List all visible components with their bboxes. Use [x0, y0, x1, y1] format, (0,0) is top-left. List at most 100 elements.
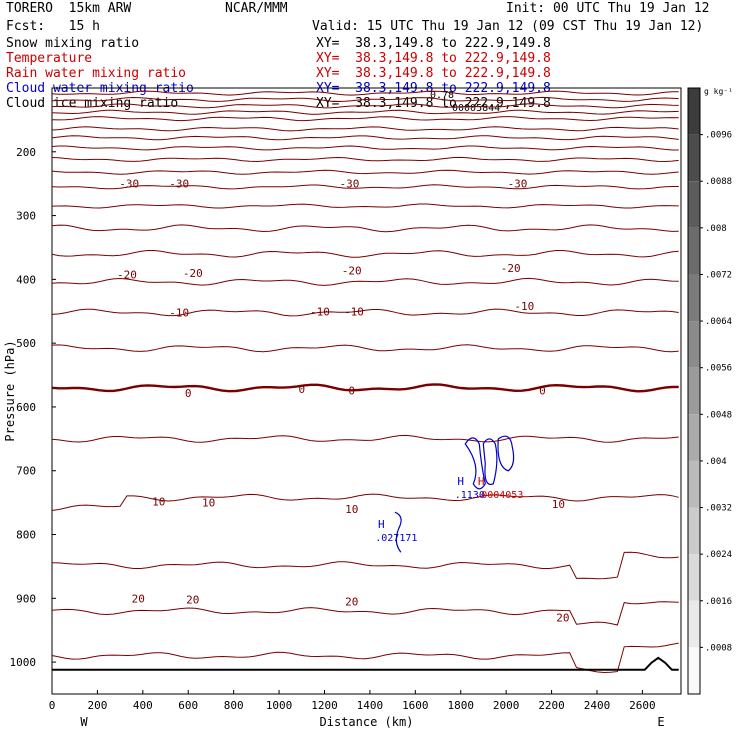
isotherm-label: 10 [552, 498, 565, 511]
field-xy-snow: XY= 38.3,149.8 to 222.9,149.8 [316, 36, 551, 51]
x-tick-label: 0 [49, 699, 56, 712]
valid-time: Valid: 15 UTC Thu 19 Jan 12 (09 CST Thu … [312, 19, 704, 34]
isotherm-label: 10 [202, 497, 215, 510]
field-name-snow: Snow mixing ratio [6, 36, 140, 51]
isotherm-line [51, 135, 679, 141]
isotherm-label: -30 [169, 178, 189, 191]
isotherm-line [51, 116, 679, 122]
x-tick-label: 800 [224, 699, 244, 712]
x-tick-label: 600 [178, 699, 198, 712]
colorbar-segment [688, 414, 700, 461]
colorbar-tick-label: .0072 [705, 270, 732, 280]
colorbar-segment [688, 367, 700, 415]
x-tick-label: 2200 [538, 699, 565, 712]
cloud-water-contour [464, 437, 486, 490]
colorbar-segment [688, 647, 700, 694]
isotherm-label: 0 [185, 387, 192, 400]
colorbar-frame [687, 87, 701, 695]
x-tick-label: 1200 [311, 699, 338, 712]
isotherm-label: -10 [514, 300, 534, 313]
isotherm-label: -10 [310, 305, 330, 318]
colorbar-unit: g kg⁻¹ [704, 87, 733, 96]
x-axis-label: Distance (km) [320, 715, 414, 729]
terrain-line [52, 656, 679, 671]
overlap-label-top: 0.78 [430, 90, 455, 101]
colorbar-tick-label: .0088 [705, 177, 732, 187]
maximum-value: .1130 [455, 490, 485, 501]
colorbar-segment [688, 134, 700, 182]
isotherm-label: 0 [298, 383, 305, 396]
colorbar-segment [688, 507, 700, 555]
x-tick-label: 1800 [447, 699, 474, 712]
colorbar-tick-label: .0056 [705, 364, 732, 374]
forecast-hour: Fcst: 15 h [6, 19, 100, 34]
colorbar-tick-label: .0096 [705, 131, 732, 141]
colorbar-tick-label: .0008 [705, 643, 732, 653]
x-tick-label: 1400 [357, 699, 384, 712]
colorbar-segment [688, 227, 700, 275]
colorbar-segment [688, 600, 700, 648]
colorbar-segment [688, 460, 700, 508]
y-tick-label: 1000 [10, 656, 37, 669]
isotherm-line [51, 90, 679, 96]
model-title: TORERO 15km ARW [6, 1, 132, 16]
init-time: Init: 00 UTC Thu 19 Jan 12 [506, 1, 710, 16]
field-xy-rain: XY= 38.3,149.8 to 222.9,149.8 [316, 66, 551, 81]
isotherm-line [51, 601, 679, 626]
plot-frame [51, 87, 682, 695]
maximum-symbol: H [378, 518, 385, 531]
y-tick-label: 400 [16, 273, 36, 286]
isotherm-label: 0 [348, 384, 355, 397]
isotherm-line [51, 308, 679, 317]
isotherm-line [51, 169, 679, 175]
isotherm-line [51, 434, 679, 443]
colorbar-tick-label: .004 [705, 457, 727, 467]
x-tick-label: 2400 [584, 699, 611, 712]
isotherm-label: -30 [340, 178, 360, 191]
isotherm-label: -20 [117, 268, 137, 281]
isotherm-line [51, 277, 679, 286]
isotherm-line [51, 344, 679, 353]
x-tick-label: 400 [133, 699, 153, 712]
center-title: NCAR/MMM [225, 1, 288, 16]
colorbar-segment [688, 88, 700, 135]
maximum-symbol: H [478, 475, 485, 488]
isotherm-line [51, 493, 679, 511]
west-endpoint-label: W [80, 715, 88, 729]
isotherm-label: -10 [169, 307, 189, 320]
isotherm-label: -20 [183, 267, 203, 280]
maximum-symbol: H [457, 475, 464, 488]
colorbar-tick-label: .008 [705, 224, 727, 234]
isotherm-label: -20 [501, 262, 521, 275]
x-tick-label: 200 [87, 699, 107, 712]
isotherm-line [51, 156, 679, 163]
overlap-label-ice: 00005844 [452, 103, 501, 114]
colorbar-segment [688, 181, 700, 228]
isotherm-line [51, 126, 679, 132]
x-tick-label: 2600 [629, 699, 656, 712]
isotherm-label: 10 [152, 495, 165, 508]
field-xy-temperature: XY= 38.3,149.8 to 222.9,149.8 [316, 51, 551, 66]
isotherm-line [51, 383, 679, 393]
colorbar-tick-label: .0016 [705, 597, 732, 607]
y-tick-label: 300 [16, 210, 36, 223]
colorbar-tick-label: .0064 [705, 317, 732, 327]
colorbar-segment [688, 274, 700, 322]
isotherm-line [51, 109, 679, 115]
isotherm-label: -20 [342, 264, 362, 277]
cloud-water-contour [497, 435, 515, 472]
maximum-value: .0004053 [475, 490, 523, 501]
isotherm-label: 20 [132, 592, 145, 605]
field-name-rain: Rain water mixing ratio [6, 66, 187, 81]
x-tick-label: 2000 [493, 699, 520, 712]
field-name-temperature: Temperature [6, 51, 93, 66]
isotherm-label: 20 [556, 611, 569, 624]
isotherm-label: -30 [508, 178, 528, 191]
isotherm-line [51, 642, 679, 674]
y-tick-label: 500 [16, 337, 36, 350]
isotherm-line [51, 250, 679, 258]
isotherm-line [51, 145, 679, 151]
isotherm-line [51, 551, 679, 580]
isotherm-line [51, 184, 679, 190]
